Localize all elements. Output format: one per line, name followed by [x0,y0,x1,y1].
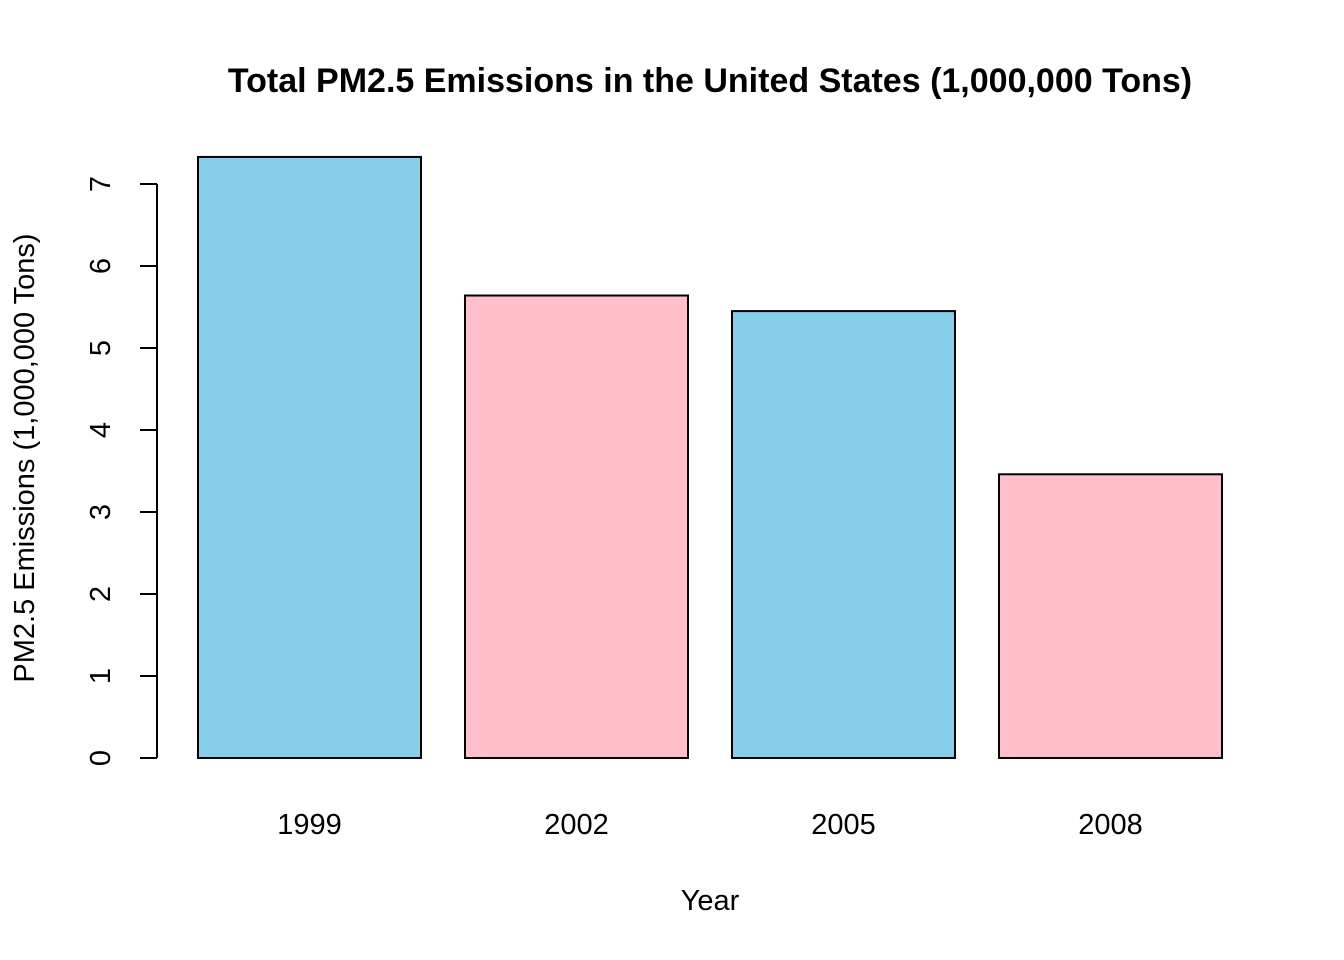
y-tick-label: 3 [85,504,117,520]
chart-title: Total PM2.5 Emissions in the United Stat… [228,62,1192,100]
y-axis: 0 1 2 3 4 5 6 7 [85,176,158,766]
y-tick-label: 4 [85,422,117,438]
x-tick-label: 2008 [1078,809,1143,841]
bars [197,155,1223,759]
y-tick-label: 6 [85,258,117,274]
x-tick-labels: 1999 2002 2005 2008 [277,809,1143,841]
y-tick-label: 0 [85,750,117,766]
bar-1999 [197,155,422,759]
bar-2008 [998,473,1223,759]
bar-2002 [464,294,689,759]
x-axis-label: Year [681,885,740,917]
y-axis-label: PM2.5 Emissions (1,000,000 Tons) [9,233,41,682]
bar-2005 [731,310,956,759]
y-tick-label: 5 [85,340,117,356]
y-tick-label: 7 [85,176,117,192]
x-tick-label: 1999 [277,809,342,841]
x-tick-label: 2005 [811,809,876,841]
y-tick-label: 1 [85,668,117,684]
x-tick-label: 2002 [544,809,609,841]
y-tick-label: 2 [85,586,117,602]
